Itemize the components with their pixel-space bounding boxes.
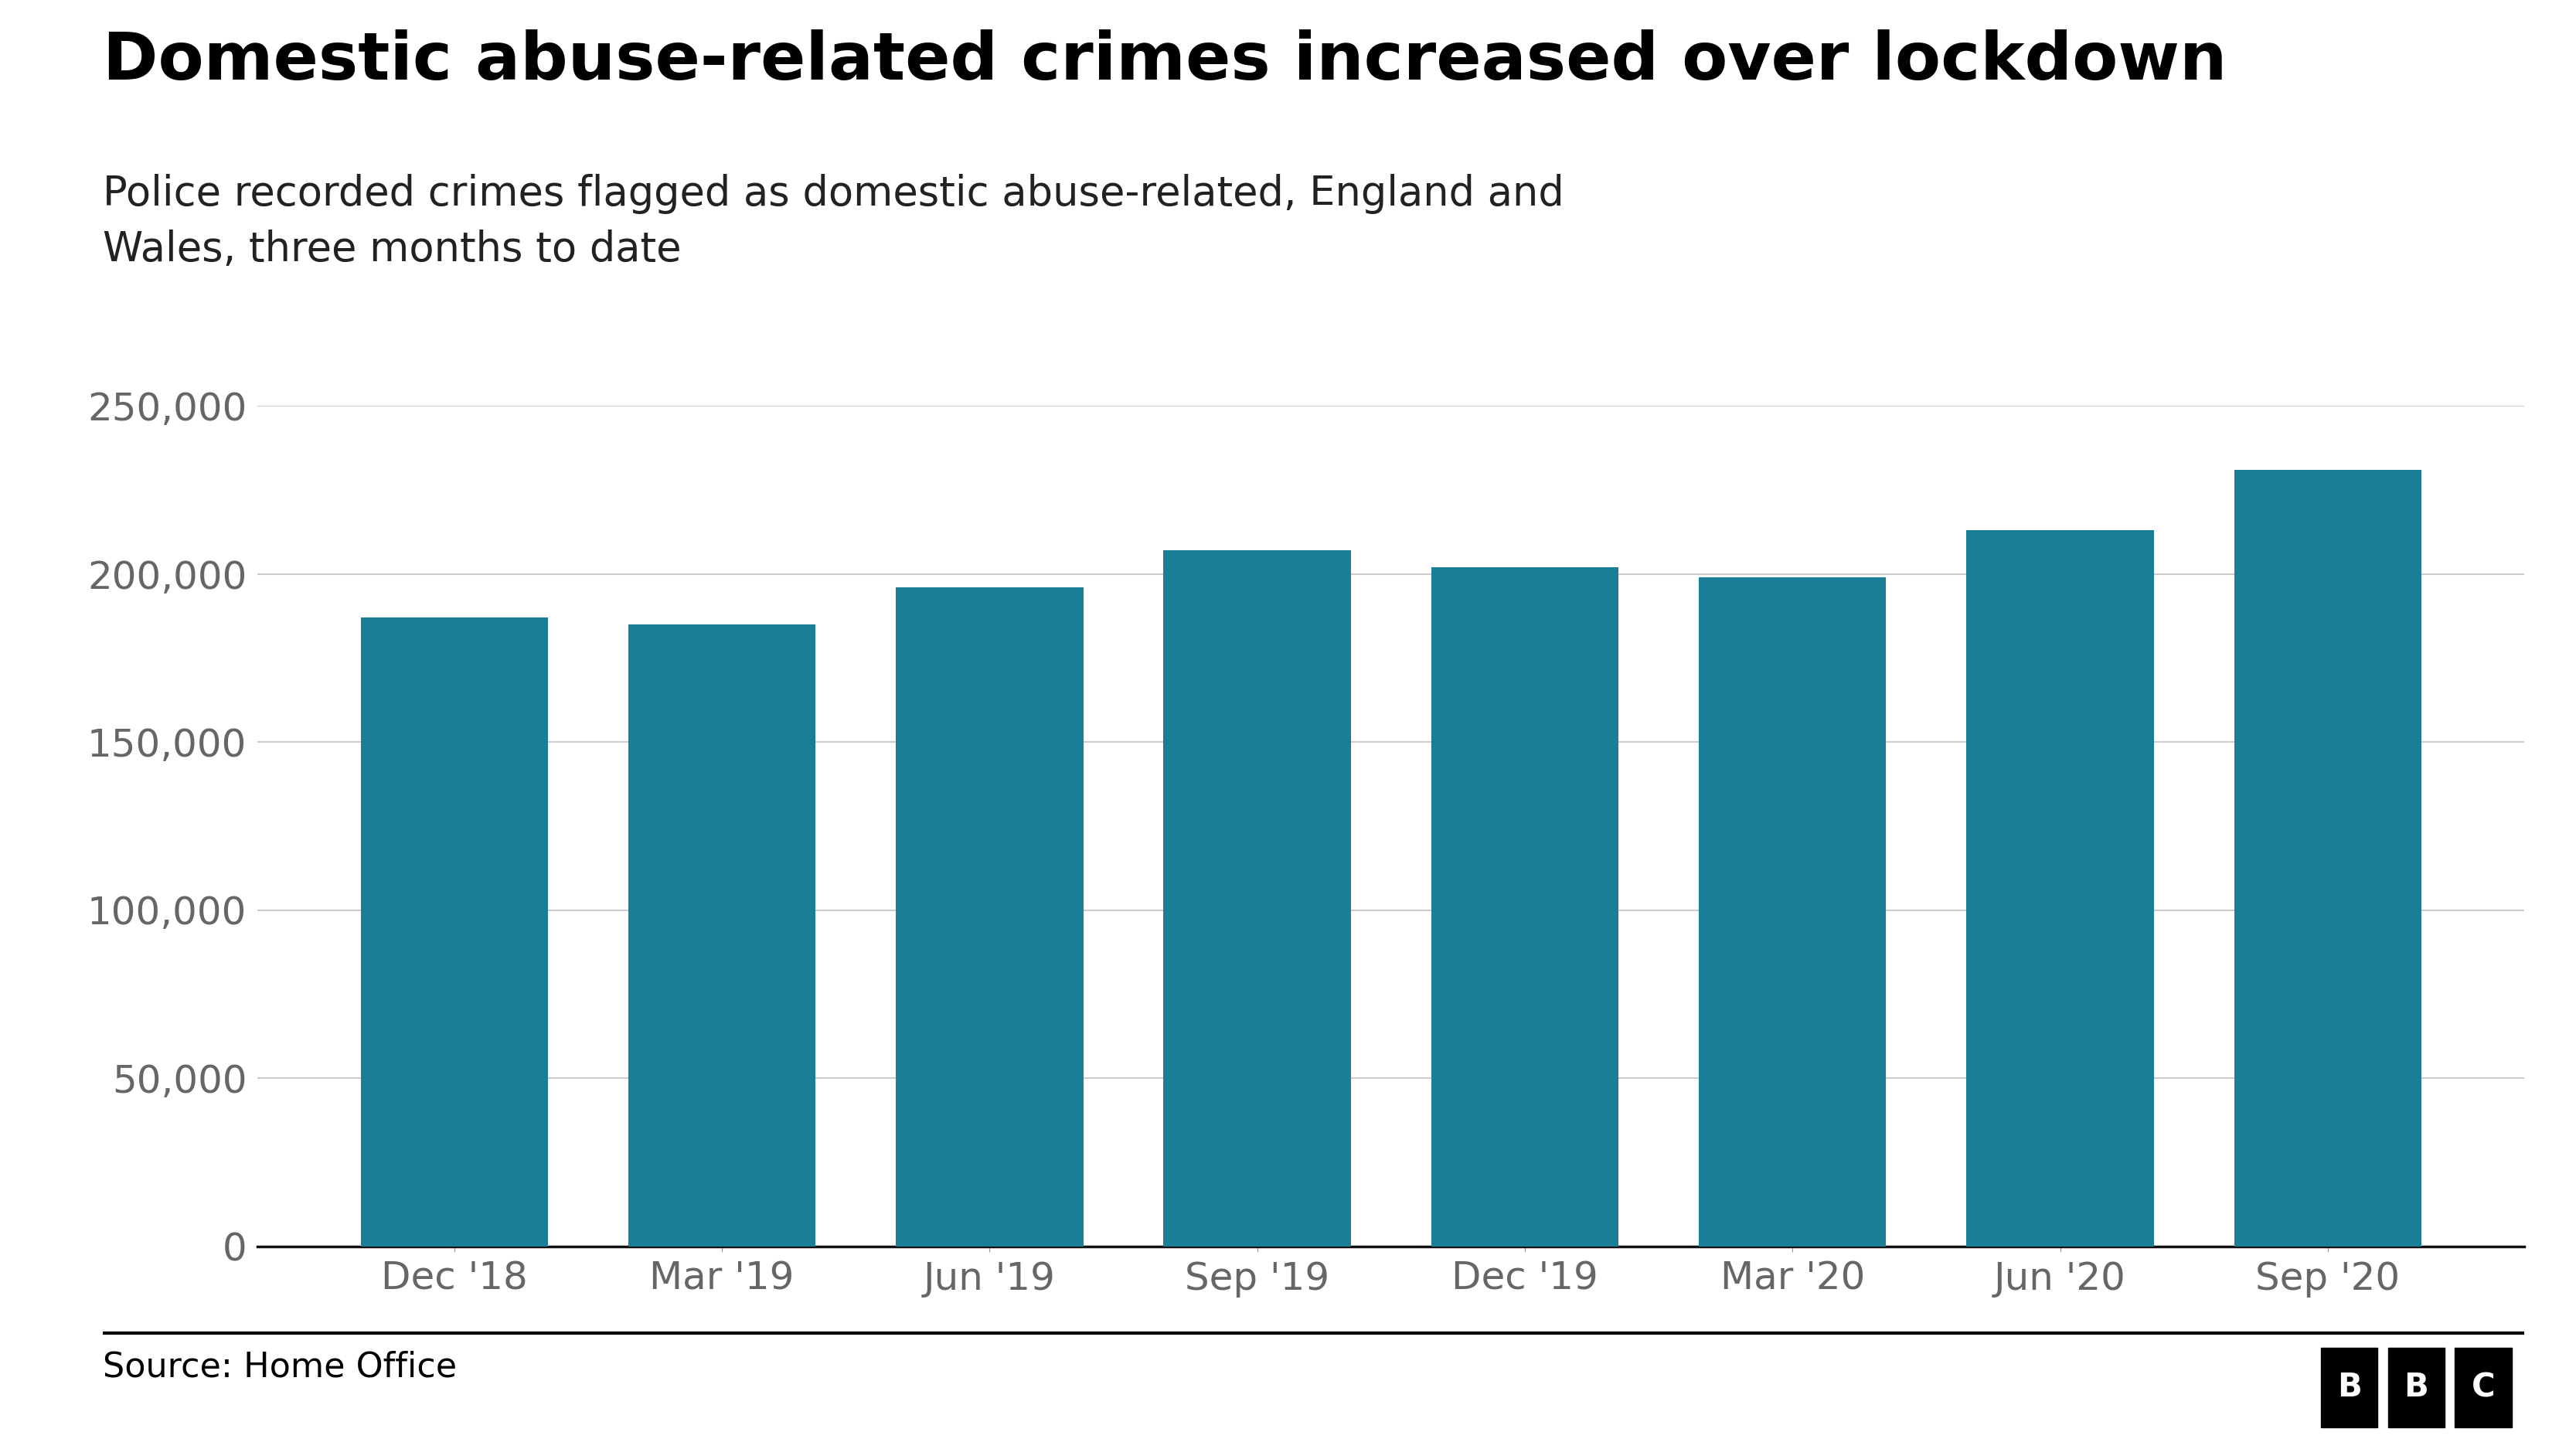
- Text: B: B: [2336, 1371, 2362, 1404]
- Text: C: C: [2470, 1371, 2496, 1404]
- Text: Police recorded crimes flagged as domestic abuse-related, England and
Wales, thr: Police recorded crimes flagged as domest…: [103, 174, 1564, 270]
- Text: Domestic abuse-related crimes increased over lockdown: Domestic abuse-related crimes increased …: [103, 29, 2228, 93]
- Bar: [1164, 551, 1350, 1246]
- Bar: [629, 625, 817, 1246]
- Text: B: B: [2403, 1371, 2429, 1404]
- Bar: [361, 617, 549, 1246]
- Bar: [1698, 577, 1886, 1246]
- Bar: [2233, 469, 2421, 1246]
- Bar: [896, 587, 1084, 1246]
- Text: Source: Home Office: Source: Home Office: [103, 1350, 456, 1384]
- Bar: [1965, 530, 2154, 1246]
- Bar: [1432, 567, 1618, 1246]
